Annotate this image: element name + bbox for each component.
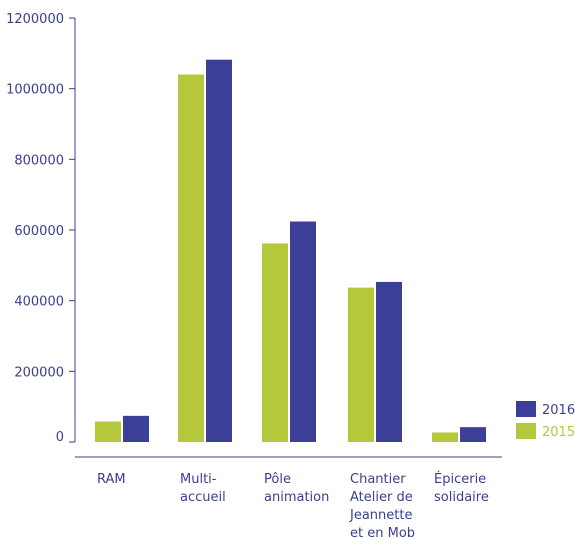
y-axis: 1200000 1000000 800000 600000 400000 200000 0 — [6, 12, 76, 445]
bar-2016-2 — [290, 221, 316, 442]
y-tick-label: 1200000 — [6, 12, 64, 27]
bar-2015-2 — [262, 243, 288, 442]
x-category-label: RAM — [97, 472, 126, 487]
y-tick-label: 600000 — [14, 224, 64, 239]
legend-label-2015: 2015 — [542, 425, 575, 440]
legend-label-2016: 2016 — [542, 403, 575, 418]
legend-swatch-2015 — [516, 423, 536, 439]
bar-2015-3 — [348, 287, 374, 442]
legend-swatch-2016 — [516, 401, 536, 417]
bar-2015-0 — [95, 421, 121, 442]
bar-2016-0 — [123, 415, 149, 442]
y-tick-label: 1000000 — [6, 83, 64, 98]
bars — [95, 59, 486, 443]
legend: 2016 2015 — [516, 401, 575, 440]
bar-2016-3 — [376, 281, 402, 442]
x-category-label: Épicerie solidaire — [434, 471, 489, 505]
bar-2016-4 — [460, 427, 486, 442]
bar-2016-1 — [206, 59, 232, 443]
y-tick-label: 800000 — [14, 153, 64, 168]
bar-2015-4 — [432, 432, 458, 442]
category-labels: RAM Multi-accueil Pôle animation Chantier Ate… — [97, 471, 489, 539]
y-tick-label: 200000 — [14, 365, 64, 380]
y-tick-label: 0 — [56, 430, 64, 445]
x-category-label: Multi-accueil — [180, 472, 226, 505]
y-tick-label: 400000 — [14, 295, 64, 310]
bar-2015-1 — [178, 74, 204, 443]
x-category-label: Pôle animation — [264, 472, 329, 505]
x-category-label: Chantier Atelier de Jeannette et en Mob — [349, 472, 415, 539]
